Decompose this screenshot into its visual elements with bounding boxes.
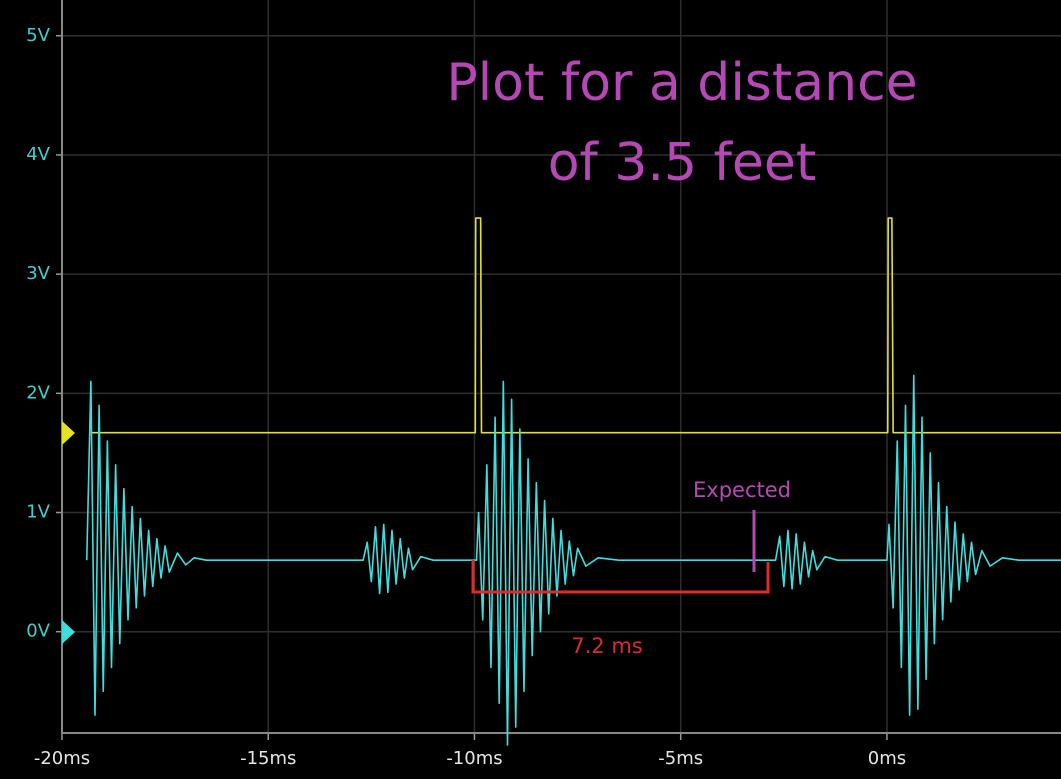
- x-tick-label: -10ms: [446, 748, 502, 769]
- x-tick-label: -15ms: [240, 748, 296, 769]
- chart-title: of 3.5 feet: [548, 133, 817, 193]
- annotation: 7.2 ms: [571, 634, 642, 658]
- traces: [85, 217, 1061, 746]
- trace: [85, 374, 1061, 746]
- y-tick-label: 0V: [26, 621, 50, 642]
- x-tick-label: -20ms: [34, 748, 90, 769]
- y-tick-label: 2V: [26, 382, 50, 403]
- y-tick-label: 1V: [26, 502, 50, 523]
- trace: [90, 217, 1061, 434]
- grid: 0V 1V 2V 3V 4V 5V -20ms -15ms -10ms -5ms 0ms: [26, 0, 1061, 769]
- ch1-marker: [62, 421, 75, 445]
- y-tick-label: 3V: [26, 263, 50, 284]
- chart-title: Plot for a distance: [446, 53, 917, 113]
- bracket: [471, 560, 770, 594]
- y-tick-label: 4V: [26, 144, 50, 165]
- ch2-marker: [62, 620, 75, 644]
- annotation: Expected: [693, 478, 791, 502]
- bracket-line: [471, 560, 770, 594]
- y-tick-label: 5V: [26, 25, 50, 46]
- x-tick-label: -5ms: [658, 748, 703, 769]
- x-tick-label: 0ms: [868, 748, 906, 769]
